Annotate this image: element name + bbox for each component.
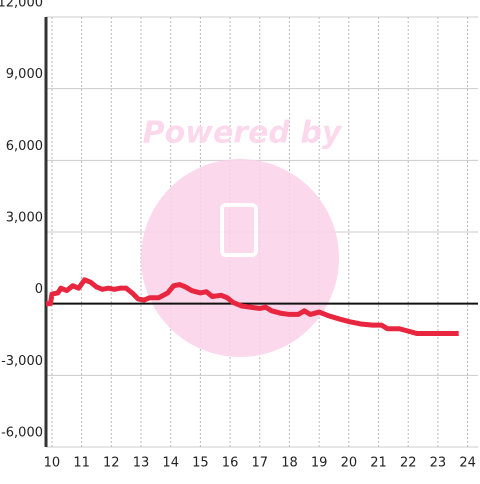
- x-tick-label: 24: [459, 456, 476, 471]
- x-tick-label: 11: [73, 456, 90, 471]
- x-tick-label: 10: [44, 456, 61, 471]
- x-tick-label: 23: [430, 456, 447, 471]
- y-tick-label: -6,000: [1, 426, 43, 441]
- x-tick-label: 14: [162, 456, 179, 471]
- x-tick-label: 18: [281, 456, 298, 471]
- x-tick-label: 19: [311, 456, 328, 471]
- x-tick-label: 16: [222, 456, 239, 471]
- y-tick-label: 3,000: [6, 211, 43, 226]
- y-tick-label: 9,000: [6, 67, 43, 82]
- y-tick-label: -3,000: [1, 354, 43, 369]
- line-series: [46, 277, 459, 337]
- y-tick-label: 0: [35, 282, 43, 297]
- x-tick-label: 21: [370, 456, 387, 471]
- x-tick-label: 15: [192, 456, 209, 471]
- x-tick-label: 20: [341, 456, 358, 471]
- y-tick-label: 6,000: [6, 139, 43, 154]
- y-tick-label: 12,000: [0, 0, 43, 11]
- x-tick-label: 22: [400, 456, 417, 471]
- watermark-text: Powered by: [143, 116, 343, 151]
- x-tick-label: 12: [103, 456, 120, 471]
- x-tick-label: 17: [251, 456, 268, 471]
- watermark-circle: [141, 159, 339, 357]
- watermark-icon: [220, 203, 258, 257]
- x-tick-label: 13: [133, 456, 150, 471]
- watermark: Powered by: [141, 116, 343, 357]
